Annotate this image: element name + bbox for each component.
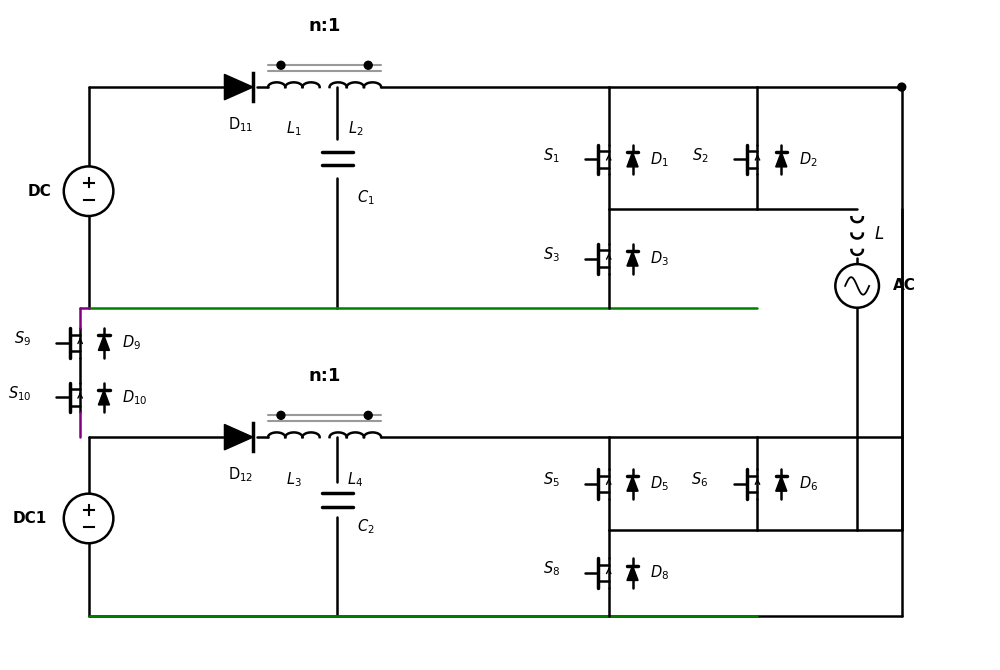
Polygon shape — [98, 390, 110, 405]
Circle shape — [64, 166, 113, 216]
Text: $\mathrm{D_{11}}$: $\mathrm{D_{11}}$ — [228, 115, 253, 133]
Text: $D_1$: $D_1$ — [650, 150, 669, 169]
Text: $D_3$: $D_3$ — [650, 249, 669, 268]
Text: $S_9$: $S_9$ — [14, 330, 31, 348]
Polygon shape — [627, 152, 638, 167]
Text: DC: DC — [27, 184, 51, 199]
Text: $L_4$: $L_4$ — [347, 470, 363, 488]
Text: $L$: $L$ — [874, 224, 884, 243]
Text: $D_5$: $D_5$ — [650, 474, 669, 493]
Text: $S_5$: $S_5$ — [543, 470, 560, 489]
Circle shape — [898, 83, 906, 91]
Circle shape — [364, 411, 372, 419]
Text: n:1: n:1 — [308, 17, 341, 35]
Text: $S_8$: $S_8$ — [543, 559, 560, 578]
Polygon shape — [627, 251, 638, 266]
Polygon shape — [224, 425, 253, 450]
Text: $S_{10}$: $S_{10}$ — [8, 384, 31, 403]
Text: $C_2$: $C_2$ — [357, 517, 375, 536]
Polygon shape — [224, 74, 253, 100]
Text: $S_6$: $S_6$ — [691, 470, 708, 489]
Polygon shape — [627, 565, 638, 580]
Polygon shape — [776, 152, 787, 167]
Text: $D_{10}$: $D_{10}$ — [122, 388, 147, 407]
Text: $D_6$: $D_6$ — [799, 474, 818, 493]
Text: $S_2$: $S_2$ — [692, 146, 708, 165]
Text: $L_3$: $L_3$ — [286, 470, 302, 488]
Text: n:1: n:1 — [308, 366, 341, 385]
Text: $D_2$: $D_2$ — [799, 150, 818, 169]
Polygon shape — [98, 336, 110, 350]
Circle shape — [835, 264, 879, 308]
Text: $L_1$: $L_1$ — [286, 120, 302, 139]
Text: $C_1$: $C_1$ — [357, 188, 375, 207]
Text: $D_9$: $D_9$ — [122, 334, 141, 352]
Polygon shape — [776, 476, 787, 491]
Text: DC1: DC1 — [13, 511, 47, 526]
Text: $S_3$: $S_3$ — [543, 245, 560, 264]
Circle shape — [364, 61, 372, 69]
Polygon shape — [627, 476, 638, 491]
Circle shape — [277, 411, 285, 419]
Text: $S_1$: $S_1$ — [543, 146, 560, 165]
Text: $L_2$: $L_2$ — [348, 120, 363, 139]
Text: $\mathrm{D_{12}}$: $\mathrm{D_{12}}$ — [228, 465, 253, 484]
Circle shape — [64, 494, 113, 543]
Text: $D_8$: $D_8$ — [650, 563, 669, 582]
Text: AC: AC — [893, 279, 916, 293]
Circle shape — [277, 61, 285, 69]
